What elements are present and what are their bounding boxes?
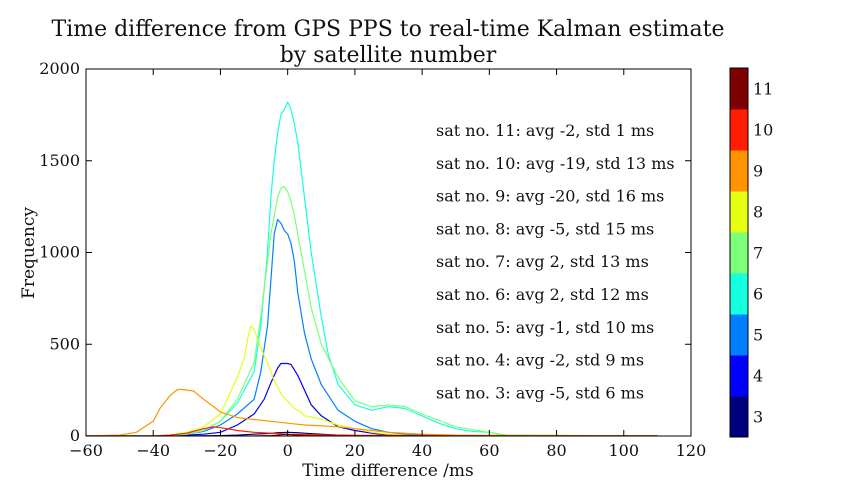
series-line-sat-7	[86, 185, 658, 436]
y-tick-label: 0	[70, 426, 80, 445]
colorbar-label: 7	[753, 244, 763, 263]
colorbar-label: 10	[753, 121, 773, 140]
x-axis-label: Time difference /ms	[302, 461, 474, 481]
annotation-sat-stat: sat no. 7: avg 2, std 13 ms	[436, 252, 649, 271]
x-tick-label: 120	[676, 441, 707, 460]
y-axis-label: Frequency	[19, 207, 39, 299]
annotation-sat-stat: sat no. 3: avg -5, std 6 ms	[436, 383, 644, 402]
colorbar-label: 8	[753, 203, 763, 222]
colorbar-segment	[730, 191, 748, 233]
colorbar-label: 11	[753, 80, 773, 99]
series-line-sat-9	[86, 388, 658, 436]
chart-subtitle: by satellite number	[280, 43, 497, 68]
series-layer	[86, 101, 658, 436]
annotation-sat-stat: sat no. 6: avg 2, std 12 ms	[436, 285, 649, 304]
series-line-sat-6	[86, 101, 658, 436]
annotation-sat-stat: sat no. 5: avg -1, std 10 ms	[436, 318, 654, 337]
series-line-sat-5	[86, 218, 658, 436]
x-axis: −60 −40 −20 0 20 40 60 80 100 120	[69, 69, 706, 460]
annotation-sat-stat: sat no. 11: avg -2, std 1 ms	[436, 121, 654, 140]
colorbar-label: 3	[753, 408, 763, 427]
x-tick-label: 40	[412, 441, 432, 460]
x-tick-label: 80	[546, 441, 566, 460]
annotations: sat no. 11: avg -2, std 1 ms sat no. 10: …	[436, 121, 675, 402]
colorbar-segment	[730, 109, 748, 151]
colorbar-segment	[730, 273, 748, 315]
colorbar-label: 4	[753, 367, 763, 386]
colorbar-segment	[730, 314, 748, 356]
y-tick-label: 2000	[39, 59, 80, 78]
x-tick-label: −40	[136, 441, 170, 460]
series-line-sat-4	[86, 362, 658, 436]
annotation-sat-stat: sat no. 9: avg -20, std 16 ms	[436, 187, 664, 206]
colorbar-segment	[730, 396, 748, 438]
series-line-sat-8	[86, 325, 658, 436]
y-tick-label: 1000	[39, 243, 80, 262]
colorbar-frame	[729, 67, 749, 438]
x-tick-label: 60	[479, 441, 499, 460]
colorbar-segment	[730, 355, 748, 397]
colorbar-label: 9	[753, 162, 763, 181]
chart-title: Time difference from GPS PPS to real-tim…	[52, 17, 725, 42]
y-axis: 0 500 1000 1500 2000	[39, 59, 691, 445]
colorbar-segment	[730, 68, 748, 110]
x-tick-label: −20	[204, 441, 238, 460]
colorbar-segment	[730, 150, 748, 192]
y-tick-label: 1500	[39, 151, 80, 170]
x-tick-label: 20	[345, 441, 365, 460]
colorbar-label: 5	[753, 326, 763, 345]
annotation-sat-stat: sat no. 4: avg -2, std 9 ms	[436, 351, 644, 370]
colorbar: 3 4 5 6 7 8 9 10 11	[729, 67, 773, 438]
x-tick-label: 100	[609, 441, 640, 460]
annotation-sat-stat: sat no. 10: avg -19, std 13 ms	[436, 154, 675, 173]
x-tick-label: 0	[283, 441, 293, 460]
y-tick-label: 500	[49, 334, 80, 353]
x-tick-label: −60	[69, 441, 103, 460]
annotation-sat-stat: sat no. 8: avg -5, std 15 ms	[436, 219, 654, 238]
colorbar-segment	[730, 232, 748, 274]
colorbar-label: 6	[753, 285, 763, 304]
